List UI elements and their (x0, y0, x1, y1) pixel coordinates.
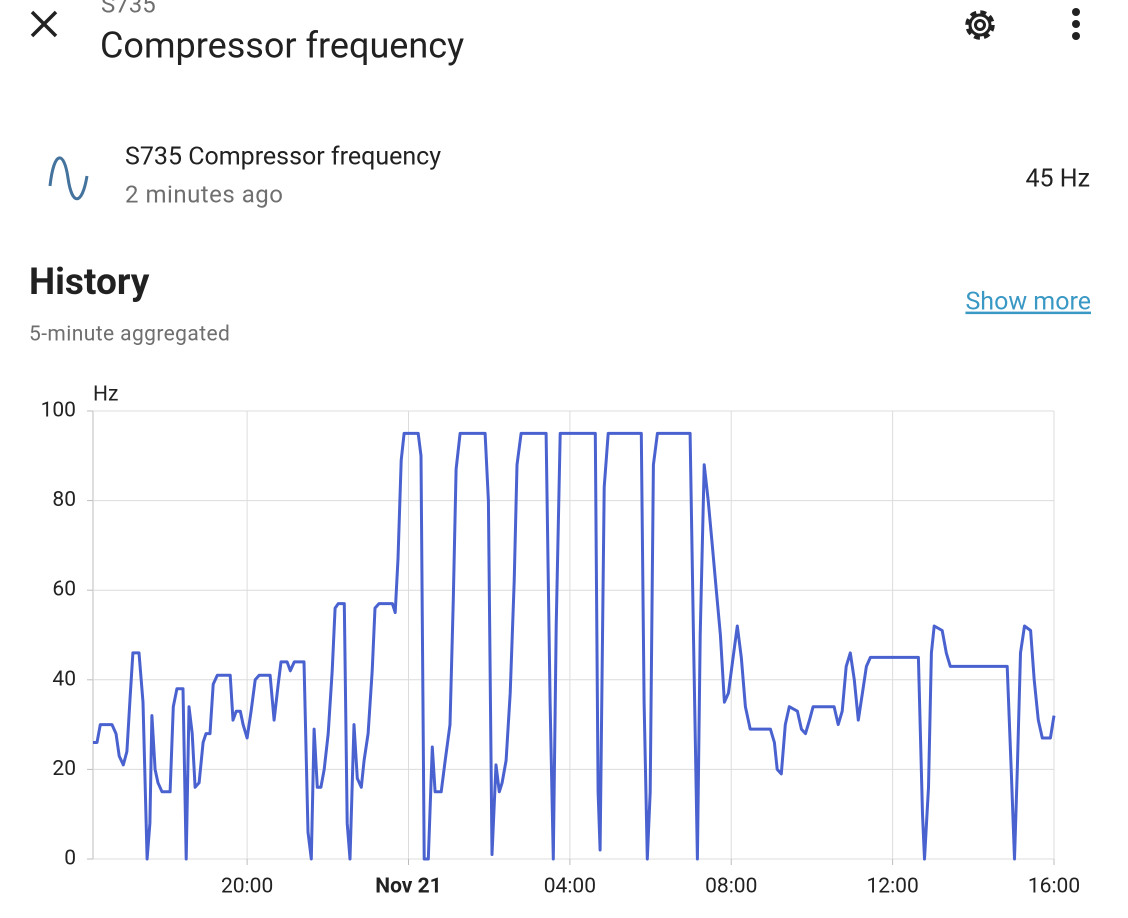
header-title: Compressor frequency (100, 25, 464, 67)
entity-icon (48, 156, 89, 201)
x-tick-label: Nov 21 (375, 875, 441, 899)
data-line (93, 431, 1056, 861)
entity-name: S735 Compressor frequency (125, 143, 441, 172)
dot (1072, 8, 1080, 16)
gear-body (968, 13, 992, 37)
x-tick-label: 20:00 (221, 875, 273, 899)
gear-teeth (965, 10, 995, 40)
entity-state: 45 Hz (1025, 165, 1090, 194)
y-tick-label: 100 (41, 399, 76, 423)
y-tick-label: 60 (52, 578, 76, 602)
y-tick-label: 20 (52, 757, 76, 781)
x-tick-label: 16:00 (1028, 875, 1080, 899)
y-tick-label: 80 (52, 488, 76, 512)
entity-last-changed: 2 minutes ago (125, 180, 283, 208)
history-note: 5-minute aggregated (29, 323, 230, 347)
y-tick-label: 0 (64, 847, 76, 871)
dot (1072, 32, 1080, 40)
settings-button[interactable] (965, 10, 995, 40)
gear-hub (974, 19, 986, 31)
x-tick-label: 08:00 (705, 875, 757, 899)
close-icon (30, 10, 58, 38)
x-tick-label: 04:00 (544, 875, 596, 899)
dot (1072, 20, 1080, 28)
header-subtitle: S735 (101, 0, 156, 18)
show-more-link[interactable]: Show more (965, 288, 1091, 317)
x-tick-label: 12:00 (866, 875, 918, 899)
more-button[interactable] (1072, 8, 1080, 40)
close-button[interactable] (30, 10, 58, 38)
y-axis-label: Hz (93, 383, 118, 407)
y-tick-label: 40 (52, 667, 76, 691)
history-title: History (29, 261, 150, 304)
